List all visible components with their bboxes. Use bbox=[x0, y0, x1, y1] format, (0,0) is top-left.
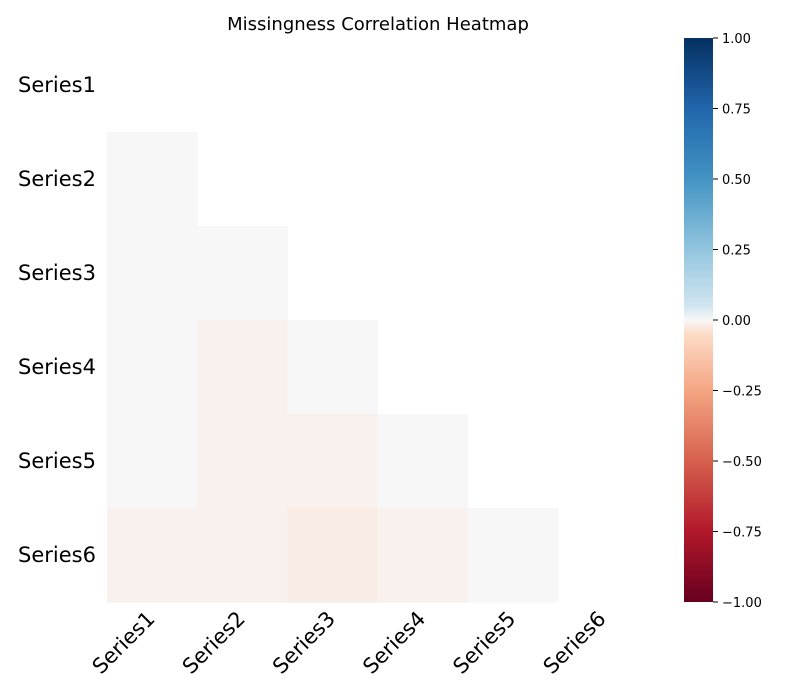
x-tick-label: Series4 bbox=[358, 607, 430, 679]
x-tick-label: Series3 bbox=[268, 607, 340, 679]
y-tick-label: Series5 bbox=[18, 449, 96, 473]
y-tick-label: Series4 bbox=[18, 355, 96, 379]
heatmap-cell-series6-series4 bbox=[377, 508, 469, 603]
y-tick-label: Series6 bbox=[18, 543, 96, 567]
x-tick-label: Series1 bbox=[88, 607, 160, 679]
x-tick-label: Series6 bbox=[539, 607, 611, 679]
heatmap-cell-series6-series2 bbox=[197, 508, 288, 603]
colorbar-tick-label: 0.50 bbox=[722, 173, 751, 188]
colorbar-tick-label: −1.00 bbox=[722, 596, 762, 611]
colorbar-tick-label: 1.00 bbox=[722, 32, 751, 47]
heatmap-cells bbox=[107, 132, 559, 603]
heatmap-cell-series6-series3 bbox=[287, 508, 379, 603]
heatmap-cell-series2-series1 bbox=[107, 132, 198, 227]
colorbar-tick-label: 0.00 bbox=[722, 314, 751, 329]
heatmap-cell-series5-series1 bbox=[107, 414, 198, 509]
colorbar-tick-label: 0.25 bbox=[722, 244, 751, 259]
heatmap-cell-series4-series1 bbox=[107, 320, 198, 415]
colorbar-tick-label: 0.75 bbox=[722, 103, 751, 118]
colorbar-ticks: 1.00 0.75 0.50 0.25 0.00 −0.25 −0.50 −0.75 −1.00 bbox=[713, 32, 762, 611]
x-tick-label: Series2 bbox=[178, 607, 250, 679]
heatmap-cell-series3-series1 bbox=[107, 226, 198, 321]
y-tick-label: Series3 bbox=[18, 261, 96, 285]
x-axis-labels: Series1 Series2 Series3 Series4 Series5 Serie… bbox=[88, 607, 611, 679]
heatmap-cell-series6-series5 bbox=[467, 508, 559, 603]
heatmap-cell-series5-series2 bbox=[197, 414, 288, 509]
colorbar bbox=[684, 38, 713, 602]
heatmap-cell-series5-series4 bbox=[377, 414, 469, 509]
y-tick-label: Series1 bbox=[18, 73, 96, 97]
x-tick-label: Series5 bbox=[448, 607, 520, 679]
heatmap-cell-series6-series1 bbox=[107, 508, 198, 603]
heatmap-cell-series4-series2 bbox=[197, 320, 288, 415]
y-tick-label: Series2 bbox=[18, 167, 96, 191]
heatmap-cell-series3-series2 bbox=[197, 226, 288, 321]
heatmap-cell-series4-series3 bbox=[287, 320, 379, 415]
heatmap-cell-series5-series3 bbox=[287, 414, 379, 509]
chart-title: Missingness Correlation Heatmap bbox=[227, 14, 529, 35]
colorbar-tick-label: −0.75 bbox=[722, 526, 762, 541]
colorbar-tick-label: −0.25 bbox=[722, 385, 762, 400]
colorbar-tick-label: −0.50 bbox=[722, 455, 762, 470]
y-axis-labels: Series1 Series2 Series3 Series4 Series5 Serie… bbox=[18, 73, 96, 567]
